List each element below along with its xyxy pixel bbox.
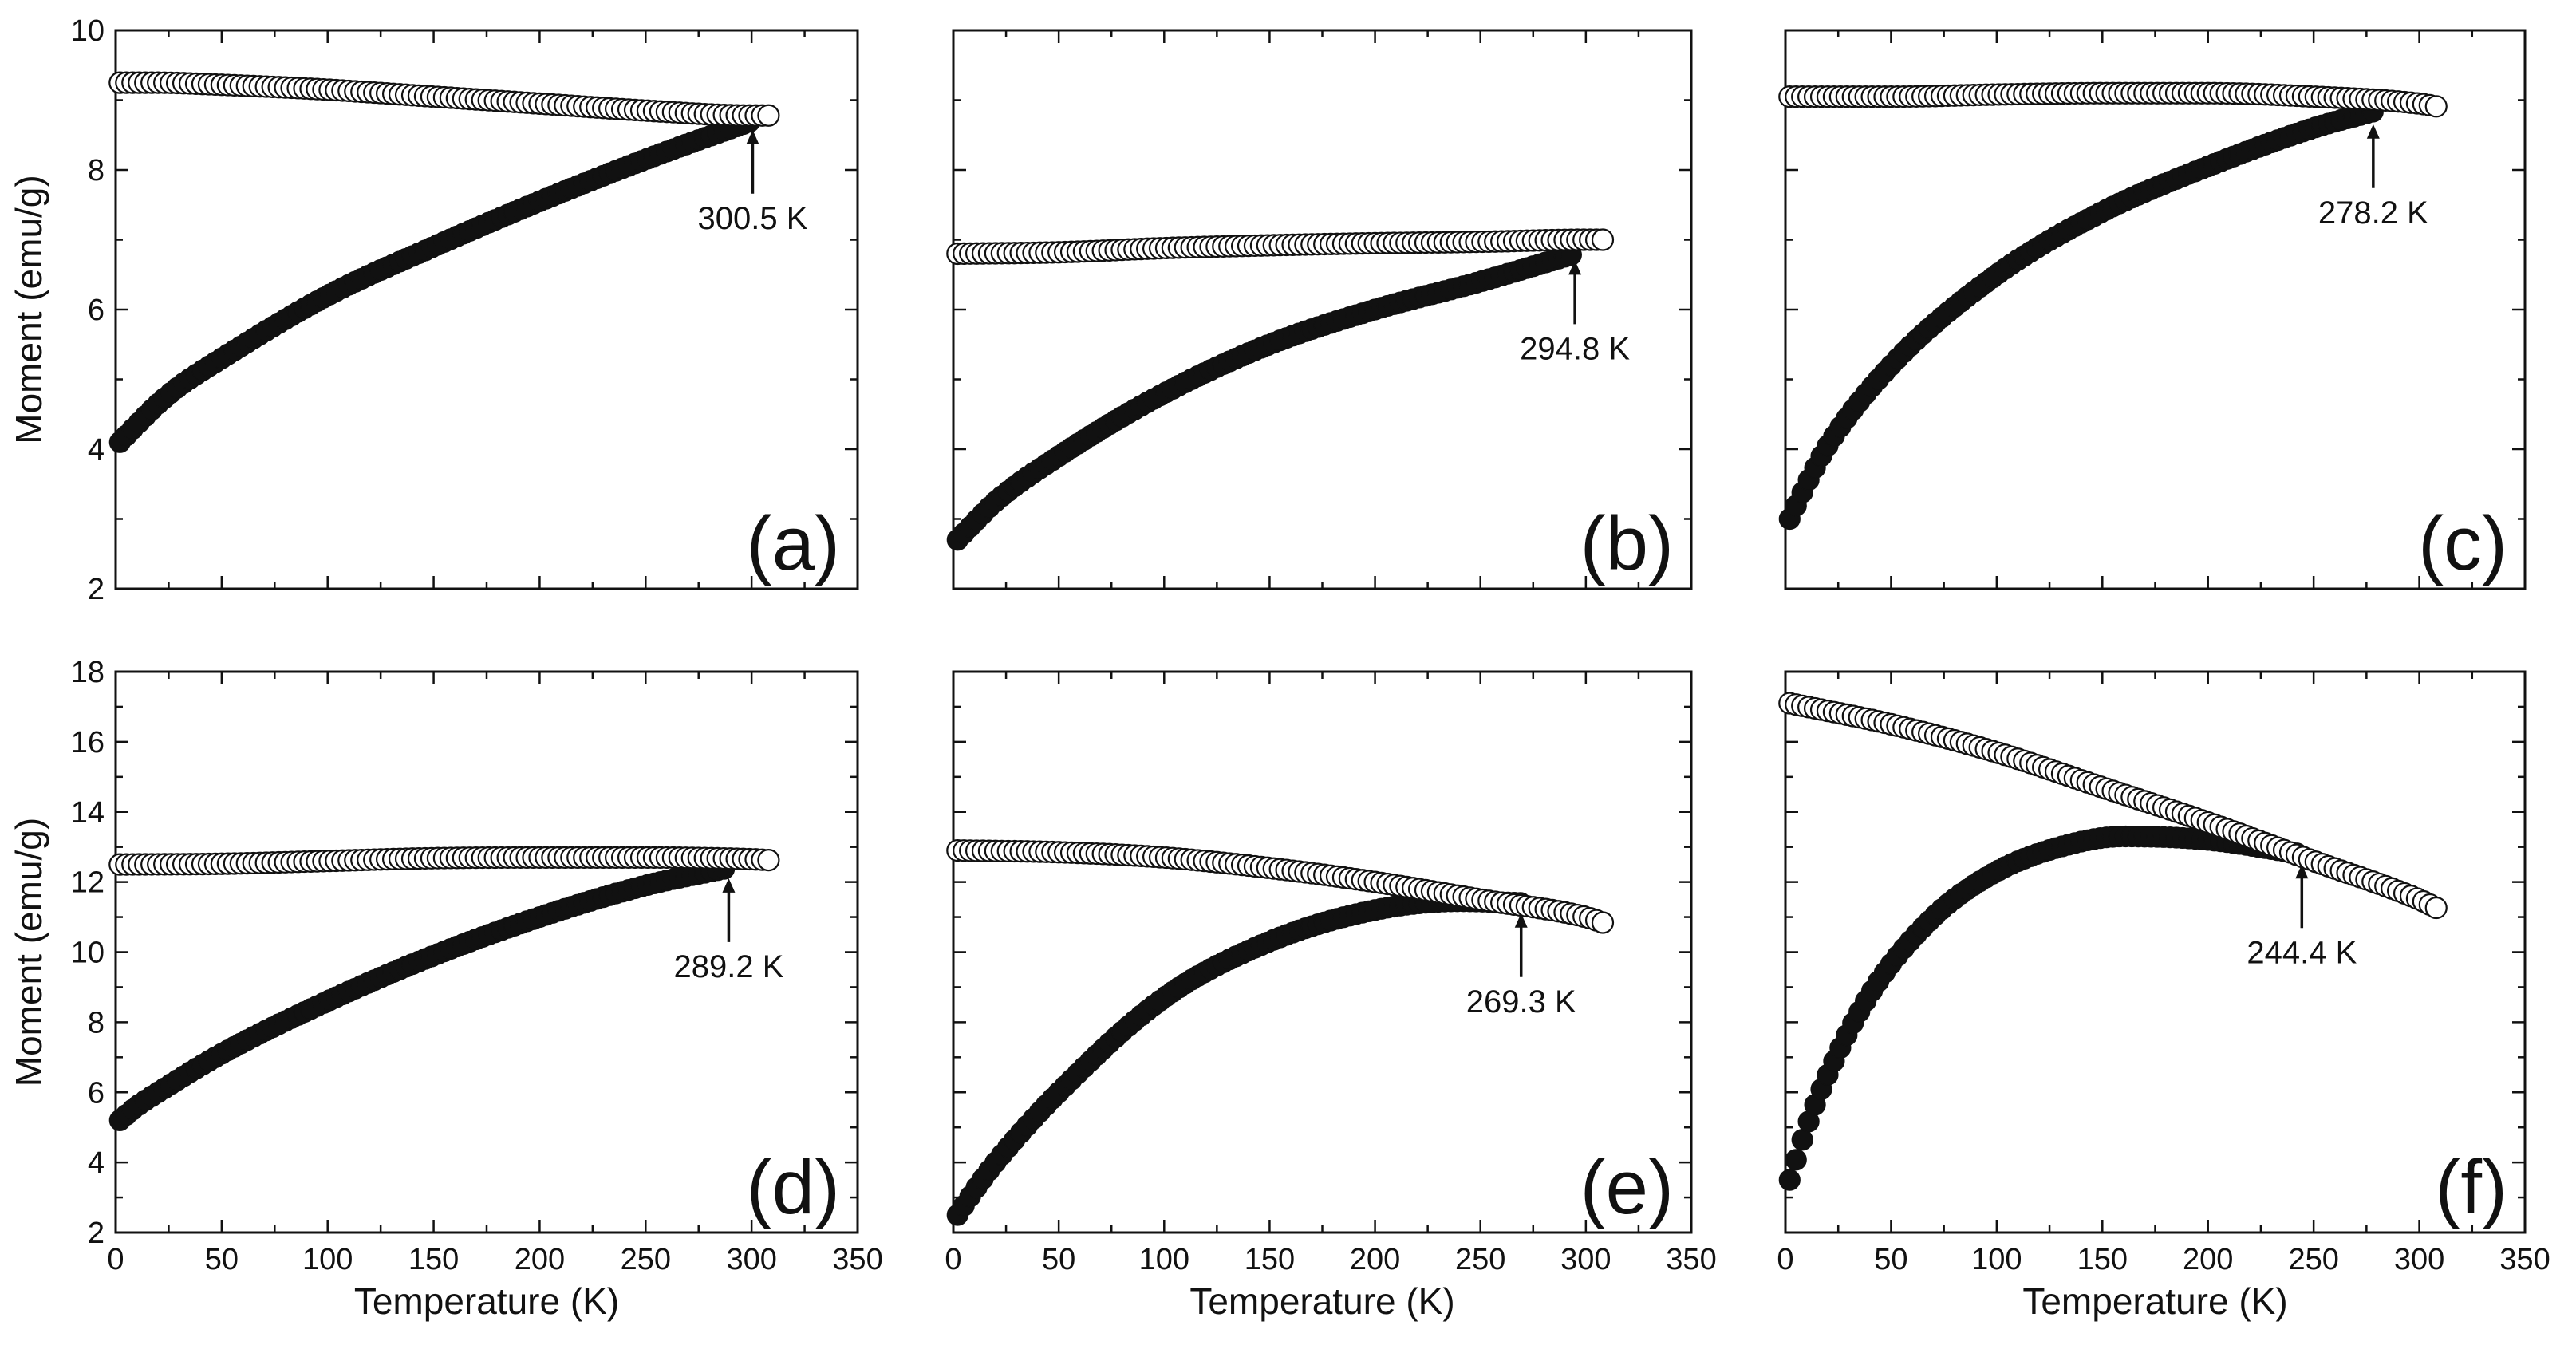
x-axis-title: Temperature (K): [1189, 1280, 1454, 1322]
panel-label: (c): [2418, 501, 2507, 586]
x-tick-label: 250: [621, 1243, 671, 1276]
y-tick-label: 18: [71, 656, 105, 689]
data-point: [757, 104, 780, 127]
x-tick-label: 150: [408, 1243, 459, 1276]
series-fc: [946, 228, 1615, 266]
x-tick-label: 100: [1139, 1243, 1189, 1276]
y-tick-label: 4: [88, 1146, 105, 1180]
x-tick-label: 0: [945, 1243, 961, 1276]
x-tick-label: 350: [1666, 1243, 1716, 1276]
panel-label: (b): [1580, 501, 1674, 586]
panel-e: 0 50 100 150 200 250 300 350 Temperature (K) 269.…: [945, 670, 1717, 1322]
annotation-arrowhead: [722, 878, 736, 893]
y-tick-label: 8: [88, 154, 105, 187]
y-tick-label: 10: [71, 14, 105, 48]
y-tick-label: 2: [88, 1217, 105, 1250]
x-tick-label: 200: [2183, 1243, 2233, 1276]
x-tick-label: 50: [205, 1243, 239, 1276]
data-point: [1791, 1129, 1813, 1151]
y-tick-label: 6: [88, 294, 105, 327]
y-tick-label: 8: [88, 1006, 105, 1039]
data-point: [2424, 95, 2448, 118]
data-point: [757, 849, 780, 872]
x-tick-label: 150: [2077, 1243, 2128, 1276]
data-point: [2424, 896, 2448, 920]
y-tick-label: 14: [71, 796, 105, 830]
y-tick-label: 10: [71, 937, 105, 970]
series-zfc: [108, 858, 736, 1132]
x-tick-label: 0: [1777, 1243, 1793, 1276]
panel-d: 0 50 100 150 200 250 300 350 2 4 6 8 10 12 14 16 18 Tempe…: [8, 656, 883, 1322]
annotation-arrowhead: [2366, 124, 2380, 139]
series-zfc: [1778, 825, 2308, 1191]
data-point: [1778, 1169, 1801, 1191]
series-fc: [1778, 692, 2448, 920]
series-zfc: [1778, 101, 2384, 531]
annotation-arrowhead: [746, 129, 759, 144]
series-fc: [108, 846, 780, 876]
transition-temperature-label: 289.2 K: [674, 949, 784, 984]
y-axis-title: Moment (emu/g): [8, 818, 49, 1087]
transition-temperature-label: 300.5 K: [698, 201, 808, 236]
x-tick-label: 150: [1245, 1243, 1295, 1276]
x-tick-label: 350: [2499, 1243, 2550, 1276]
x-tick-label: 50: [1874, 1243, 1907, 1276]
x-tick-label: 250: [2288, 1243, 2338, 1276]
series-zfc: [946, 890, 1532, 1226]
y-tick-label: 12: [71, 866, 105, 900]
panel-b: 294.8 K (b): [946, 29, 1693, 590]
panel-a: 2 4 6 8 10 Moment (emu/g) 300.5 K (a): [8, 14, 859, 606]
annotation-arrowhead: [1568, 260, 1582, 275]
panel-c: 278.2 K (c): [1778, 29, 2527, 590]
panel-label: (d): [747, 1145, 840, 1230]
y-axis-title: Moment (emu/g): [8, 175, 49, 444]
transition-temperature-label: 294.8 K: [1520, 331, 1630, 366]
x-tick-label: 100: [1971, 1243, 2022, 1276]
x-tick-label: 300: [1560, 1243, 1611, 1276]
panel-label: (f): [2435, 1145, 2507, 1230]
panel-f: 0 50 100 150 200 250 300 350 Temperature (K) 244.…: [1777, 670, 2550, 1322]
x-tick-label: 50: [1042, 1243, 1075, 1276]
series-fc: [946, 838, 1615, 934]
x-tick-label: 200: [1350, 1243, 1400, 1276]
data-point: [1591, 228, 1615, 251]
x-axis-title: Temperature (K): [2022, 1280, 2287, 1322]
panel-label: (e): [1580, 1145, 1674, 1230]
series-zfc: [946, 243, 1582, 551]
x-tick-label: 200: [515, 1243, 565, 1276]
y-tick-label: 16: [71, 726, 105, 759]
panel-label: (a): [747, 501, 840, 586]
data-point: [1591, 911, 1615, 934]
y-tick-label: 2: [88, 573, 105, 606]
x-tick-label: 0: [107, 1243, 124, 1276]
series-fc: [1778, 81, 2448, 118]
transition-temperature-label: 278.2 K: [2318, 195, 2428, 231]
x-tick-label: 250: [1455, 1243, 1505, 1276]
transition-temperature-label: 244.4 K: [2247, 935, 2357, 970]
x-tick-label: 100: [302, 1243, 353, 1276]
x-tick-label: 300: [726, 1243, 776, 1276]
series-zfc: [108, 111, 761, 453]
x-axis-title: Temperature (K): [354, 1280, 619, 1322]
x-tick-label: 350: [832, 1243, 882, 1276]
annotation-arrowhead: [1514, 913, 1528, 928]
transition-temperature-label: 269.3 K: [1466, 984, 1576, 1020]
y-tick-label: 6: [88, 1076, 105, 1110]
annotation-arrowhead: [2295, 864, 2309, 879]
series-fc: [108, 71, 780, 127]
x-tick-label: 300: [2394, 1243, 2444, 1276]
y-tick-label: 4: [88, 433, 105, 467]
data-point: [1785, 1149, 1807, 1171]
